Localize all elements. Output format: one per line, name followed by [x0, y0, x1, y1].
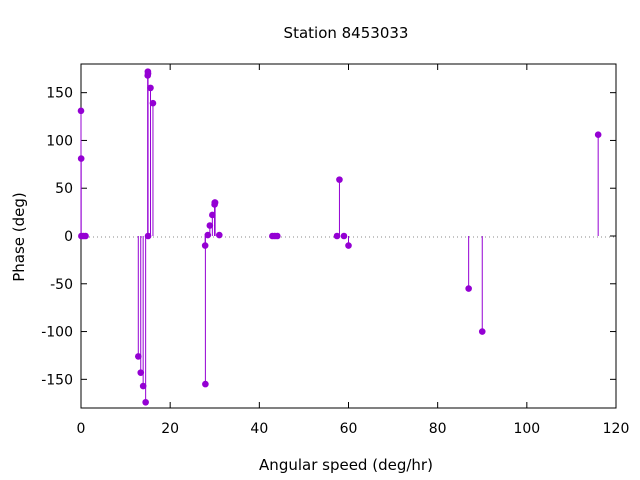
data-point — [209, 211, 216, 219]
data-point — [594, 131, 602, 139]
data-point — [215, 231, 223, 239]
chart-title: Station 8453033 — [284, 24, 409, 42]
y-tick-label: 50 — [55, 181, 73, 197]
data-point — [144, 70, 152, 77]
x-tick-label: 60 — [340, 421, 358, 437]
x-tick-label: 80 — [429, 421, 447, 437]
x-tick-label: 120 — [603, 421, 630, 437]
data-point — [206, 222, 214, 229]
y-tick-label: -150 — [41, 372, 73, 388]
x-axis: 0 20 40 60 80 100 120 — [77, 64, 630, 437]
data-point — [77, 107, 85, 115]
data-point — [202, 380, 209, 388]
x-tick-label: 0 — [77, 421, 86, 437]
data-point — [333, 232, 341, 240]
data-point — [77, 155, 85, 162]
data-point — [139, 382, 147, 390]
data-point — [465, 285, 472, 292]
x-tick-label: 100 — [513, 421, 540, 437]
data-point — [478, 328, 486, 335]
y-tick-label: 0 — [64, 229, 73, 245]
data-point — [144, 232, 152, 240]
y-tick-label: -50 — [50, 277, 73, 293]
data-point — [142, 398, 149, 406]
x-axis-title: Angular speed (deg/hr) — [259, 456, 433, 474]
data-point — [340, 232, 348, 240]
data-point — [345, 242, 352, 249]
data-point — [147, 84, 154, 92]
data-point — [134, 353, 142, 360]
y-tick-label: 100 — [46, 133, 73, 149]
y-tick-label: 150 — [46, 86, 73, 102]
data-point — [336, 176, 343, 183]
data-point — [274, 232, 281, 240]
y-tick-label: -100 — [41, 325, 73, 341]
data-point — [149, 99, 157, 107]
data-point — [82, 232, 89, 240]
y-axis: -150 -100 -50 0 50 100 150 — [41, 86, 616, 388]
y-axis-title: Phase (deg) — [10, 192, 28, 282]
x-tick-label: 40 — [250, 421, 268, 437]
x-tick-label: 20 — [161, 421, 179, 437]
data-point — [137, 369, 145, 376]
data-point — [211, 199, 219, 206]
data-series — [77, 68, 602, 406]
